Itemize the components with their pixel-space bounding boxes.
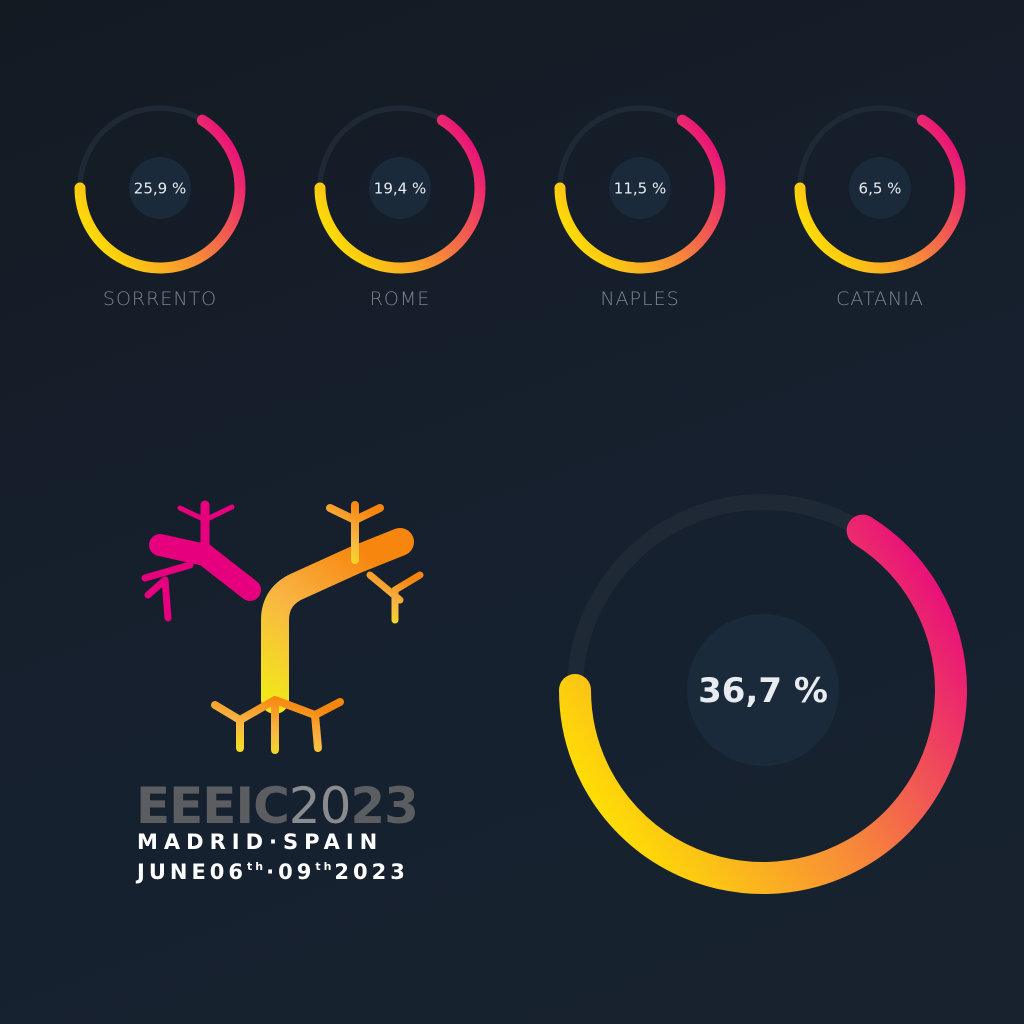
logo-title-bold2: 23 xyxy=(350,777,419,835)
logo-title-thin: 20 xyxy=(288,777,352,835)
city-label: ROME xyxy=(369,288,431,310)
logo-title: EEEIC2023 xyxy=(136,778,436,834)
date-year: 2023 xyxy=(334,860,409,884)
gauge-catania-arc xyxy=(794,114,966,274)
gauge-sorrento-value-label: 25,9 % xyxy=(134,179,186,197)
logo-icon xyxy=(141,500,424,754)
gauge-sorrento-arc xyxy=(74,114,246,274)
date-suffix: th xyxy=(247,860,267,873)
gauge-naples-center xyxy=(609,157,671,219)
gauge-naples-arc xyxy=(554,114,726,274)
gauge-main-center xyxy=(687,614,839,766)
gauge-catania-center xyxy=(849,157,911,219)
gauge-main-arc xyxy=(559,514,967,894)
gauge-catania-value-label: 6,5 % xyxy=(859,179,902,197)
date-end-day: ·09 xyxy=(266,860,316,884)
city-label: NAPLES xyxy=(600,288,680,310)
gauge-rome-center xyxy=(369,157,431,219)
gauge-sorrento-center xyxy=(129,157,191,219)
city-label: CATANIA xyxy=(836,288,924,310)
logo-title-bold: EEEIC xyxy=(136,777,290,835)
gauge-main-value-label: 36,7 % xyxy=(698,671,828,711)
date-month: JUNE06 xyxy=(137,860,248,884)
gauge-naples-value-label: 11,5 % xyxy=(614,179,666,197)
gauge-rome-arc xyxy=(314,114,486,274)
logo-location: MADRID·SPAIN xyxy=(137,830,384,854)
gauge-rome-value-label: 19,4 % xyxy=(374,179,426,197)
city-label: SORRENTO xyxy=(102,288,218,310)
logo-date: JUNE06th·09th2023 xyxy=(137,855,409,884)
date-suffix: th xyxy=(315,860,335,873)
